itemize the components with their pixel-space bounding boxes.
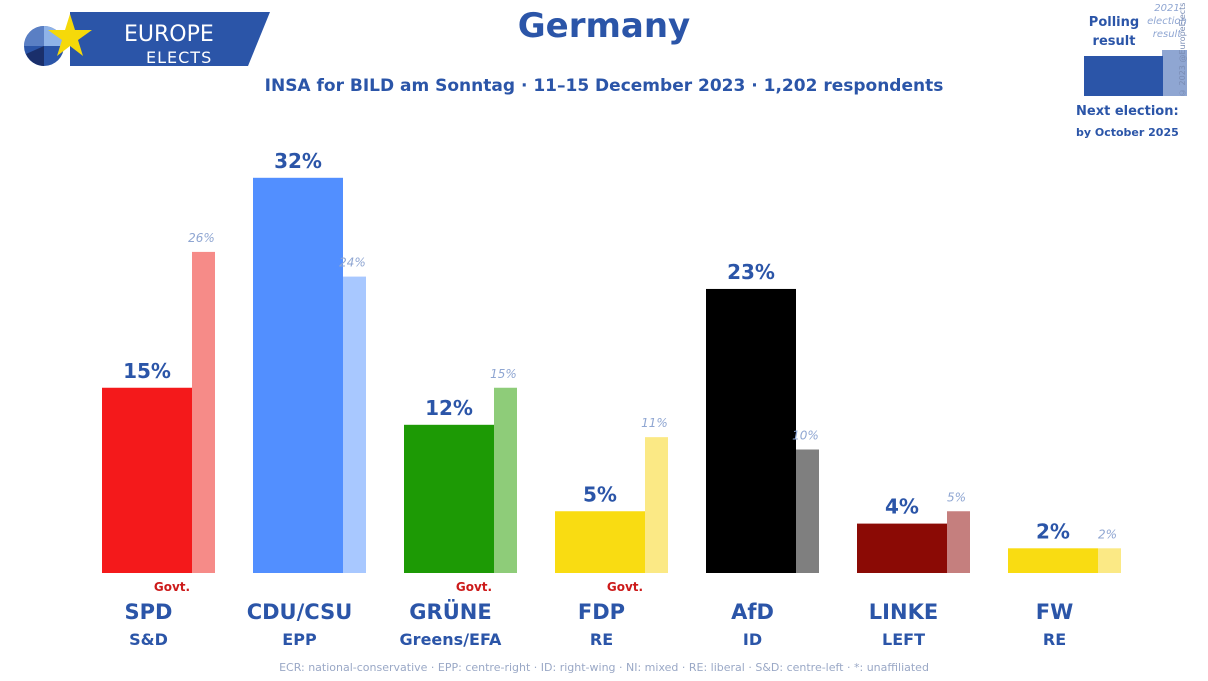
poll-value-label: 2% (1036, 519, 1070, 543)
govt-badge: Govt. (455, 580, 493, 594)
party-name: GRÜNE (409, 600, 492, 624)
election-value-label: 26% (188, 231, 215, 245)
poll-value-label: 32% (274, 149, 322, 173)
party-group: EPP (282, 630, 317, 649)
bar-2021-0 (192, 251, 215, 573)
poll-value-label: 5% (583, 482, 617, 506)
bar-2021-4 (796, 449, 819, 573)
bar-poll-2 (404, 424, 494, 573)
chart-subtitle: INSA for BILD am Sonntag · 11–15 Decembe… (264, 76, 944, 96)
bar-poll-3 (555, 511, 645, 573)
party-name: CDU/CSU (246, 600, 353, 624)
party-group: RE (1042, 630, 1067, 649)
election-value-label: 2% (1098, 527, 1117, 541)
logo-text-europe: EUROPE (124, 22, 214, 47)
bar-2021-3 (645, 437, 668, 573)
bar-2021-6 (1098, 548, 1121, 573)
party-group: LEFT (882, 630, 925, 649)
bar-poll-6 (1008, 548, 1098, 573)
poll-value-label: 15% (123, 359, 171, 383)
bar-poll-4 (706, 288, 796, 573)
election-value-label: 24% (339, 256, 366, 270)
party-group: Greens/EFA (399, 630, 502, 649)
legend-polling-swatch (1084, 56, 1163, 96)
poll-value-label: 12% (425, 396, 473, 420)
bar-2021-2 (494, 387, 517, 573)
party-name: AfD (731, 600, 774, 624)
europe-elects-logo: EUROPE ELECTS (18, 10, 270, 68)
chart-title: Germany (517, 6, 691, 46)
party-group: ID (742, 630, 763, 649)
next-election-label: Next election: (1076, 104, 1179, 119)
election-value-label: 10% (792, 429, 819, 443)
party-name: SPD (124, 600, 173, 624)
legend-previous-swatch (1162, 50, 1187, 96)
logo-text-elects: ELECTS (146, 48, 213, 67)
election-value-label: 15% (490, 367, 517, 381)
party-name: LINKE (868, 600, 939, 624)
election-value-label: 5% (947, 490, 966, 504)
party-group: RE (589, 630, 614, 649)
logo-globe-star-icon (24, 14, 92, 66)
next-election-value: by October 2025 (1076, 126, 1179, 139)
footnote: ECR: national-conservative · EPP: centre… (279, 661, 929, 674)
party-group: S&D (129, 630, 168, 649)
logo-band (70, 12, 270, 66)
poll-value-label: 4% (885, 495, 919, 519)
legend-previous-label: 2021 election result (1147, 3, 1187, 40)
bar-poll-1 (253, 177, 343, 574)
election-value-label: 11% (641, 416, 668, 430)
party-name: FW (1035, 600, 1074, 624)
bar-2021-5 (947, 511, 970, 573)
party-name: FDP (577, 600, 626, 624)
bar-poll-0 (102, 387, 192, 573)
bar-poll-5 (857, 523, 947, 573)
govt-badge: Govt. (606, 580, 644, 594)
govt-badge: Govt. (153, 580, 191, 594)
poll-value-label: 23% (727, 260, 775, 284)
bar-2021-1 (343, 276, 366, 573)
legend-polling-label: Polling result (1088, 15, 1140, 49)
